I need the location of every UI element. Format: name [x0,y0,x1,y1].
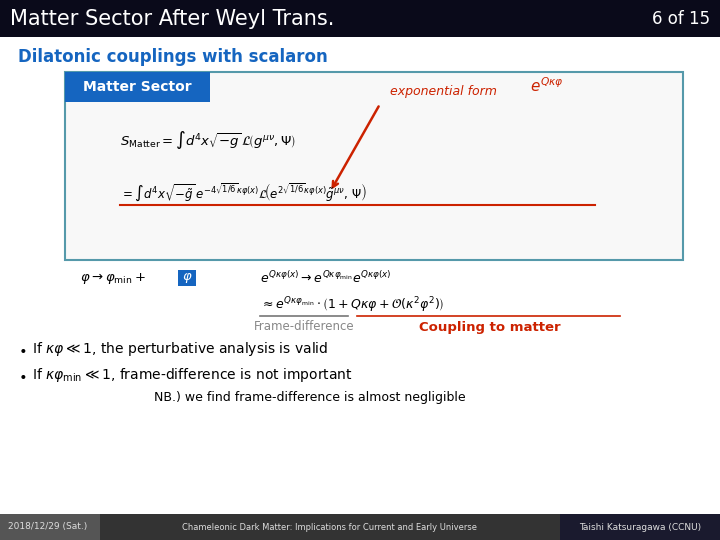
Text: Dilatonic couplings with scalaron: Dilatonic couplings with scalaron [18,48,328,66]
Text: Coupling to matter: Coupling to matter [419,321,561,334]
Text: NB.) we find frame-difference is almost negligible: NB.) we find frame-difference is almost … [154,390,466,403]
Text: If $\kappa\varphi_{\min} \ll 1$, frame-difference is not important: If $\kappa\varphi_{\min} \ll 1$, frame-d… [32,366,353,384]
Text: $e^{Q\kappa\varphi}$: $e^{Q\kappa\varphi}$ [530,77,564,96]
Bar [0,0,720,37]
Text: 6 of 15: 6 of 15 [652,10,710,28]
Bar [65,72,683,260]
Text: 2018/12/29 (Sat.): 2018/12/29 (Sat.) [8,523,87,531]
Text: $\varphi \to \varphi_{\min} +$: $\varphi \to \varphi_{\min} +$ [80,271,145,286]
Text: $\varphi$: $\varphi$ [181,271,192,285]
Bar [65,72,210,102]
Text: exponential form: exponential form [390,85,497,98]
Text: Frame-difference: Frame-difference [253,321,354,334]
Bar [560,514,720,540]
Text: $= \int d^4x\sqrt{-\tilde{g}}\,e^{-4\sqrt{1/6}\kappa\varphi(x)}\mathcal{L}\!\lef: $= \int d^4x\sqrt{-\tilde{g}}\,e^{-4\sqr… [120,181,367,203]
Text: If $\kappa\varphi \ll 1$, the perturbative analysis is valid: If $\kappa\varphi \ll 1$, the perturbati… [32,340,328,358]
Bar [178,270,196,286]
Bar [0,514,720,540]
Text: $\bullet$: $\bullet$ [18,342,27,356]
Text: $S_{\mathrm{Matter}} = \int d^4x\sqrt{-g}\,\mathcal{L}\!\left(g^{\mu\nu}, \Psi\r: $S_{\mathrm{Matter}} = \int d^4x\sqrt{-g… [120,129,296,151]
Text: $e^{Q\kappa\varphi(x)} \to e^{Q\kappa\varphi_{\min}}e^{Q\kappa\varphi(x)}$: $e^{Q\kappa\varphi(x)} \to e^{Q\kappa\va… [260,270,392,286]
Text: $\bullet$: $\bullet$ [18,368,27,382]
Text: Matter Sector After Weyl Trans.: Matter Sector After Weyl Trans. [10,9,334,29]
Text: Matter Sector: Matter Sector [84,80,192,94]
Bar [0,514,100,540]
Text: Taishi Katsuragawa (CCNU): Taishi Katsuragawa (CCNU) [579,523,701,531]
Text: $\approx e^{Q\kappa\varphi_{\min}} \cdot \left(1 + Q\kappa\varphi + \mathcal{O}(: $\approx e^{Q\kappa\varphi_{\min}} \cdot… [260,295,444,315]
Text: Chameleonic Dark Matter: Implications for Current and Early Universe: Chameleonic Dark Matter: Implications fo… [182,523,477,531]
